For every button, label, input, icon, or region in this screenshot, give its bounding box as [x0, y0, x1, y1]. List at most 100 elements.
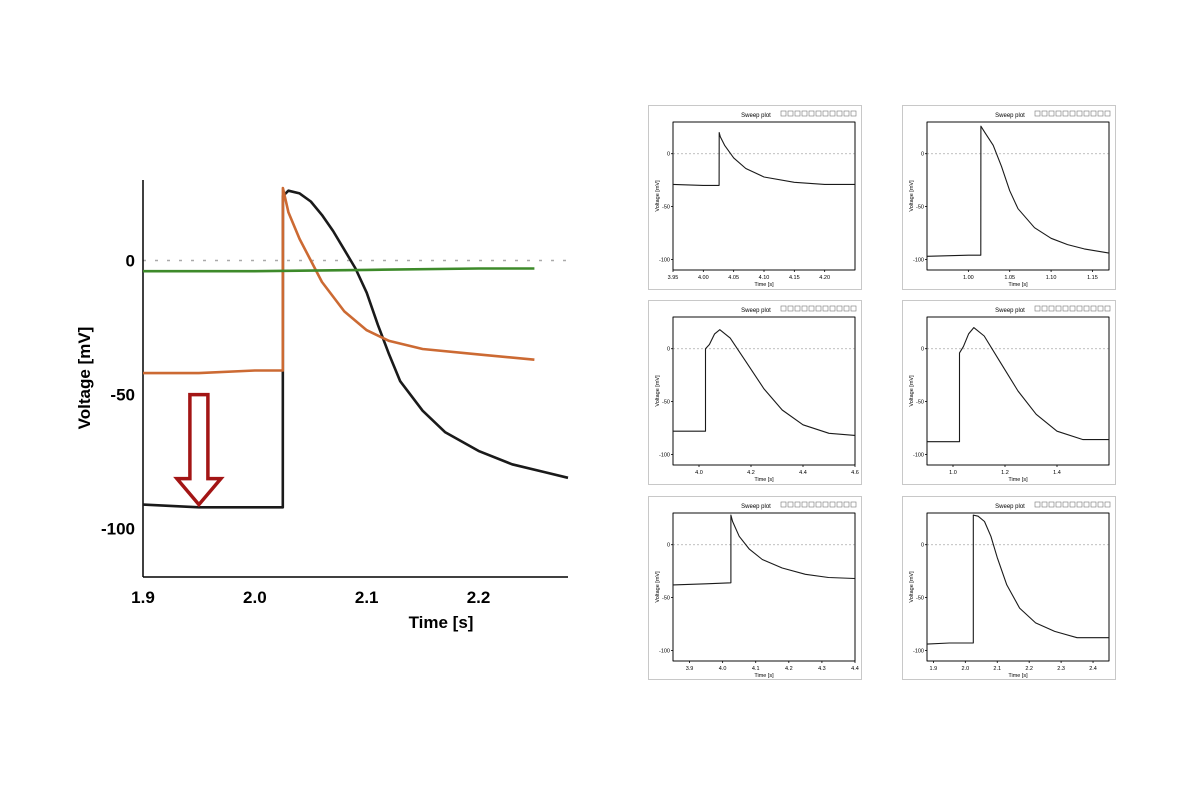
measure-icon: [1062, 501, 1069, 508]
y-tick-label: -50: [916, 204, 924, 210]
x-axis-label: Time [s]: [754, 673, 774, 679]
redo-icon: [1076, 501, 1083, 508]
sweep-plot-panel-1: Sweep plot 3.95 4.00 4.05 4.10 4.15 4.20 0 -50 -1…: [648, 105, 862, 290]
grid-icon: [1083, 501, 1090, 508]
cursor-icon: [801, 110, 808, 117]
x-tick-label: 4.15: [789, 275, 800, 281]
sweep-plot-panel-5: Sweep plot 3.9 4.0 4.1 4.2 4.3 4.4 0 -50 -100 Time…: [648, 496, 862, 680]
x-tick-label: 4.20: [819, 275, 830, 281]
grid-icon: [829, 501, 836, 508]
fit-icon: [1048, 305, 1055, 312]
zoom-icon: [780, 110, 787, 117]
sweep-plot-title: Sweep plot: [741, 308, 771, 314]
y-tick-label: -50: [110, 386, 135, 405]
sweep-plot-panel-4: Sweep plot 1.0 1.2 1.4 0 -50 -100 Time [s] Volta…: [902, 300, 1116, 485]
fit-icon: [794, 110, 801, 117]
copy-icon: [843, 501, 850, 508]
voltage-trace-1: [672, 132, 855, 186]
fit-icon: [1048, 501, 1055, 508]
y-tick-label: 0: [667, 347, 670, 353]
grid-icon: [1083, 305, 1090, 312]
redo-icon: [1076, 110, 1083, 117]
x-tick-label: 1.15: [1087, 275, 1098, 281]
x-tick-label: 4.05: [728, 275, 739, 281]
x-tick-label: 2.1: [355, 588, 379, 607]
voltage-trace-1: [673, 329, 856, 436]
main-chart: 1.9 2.0 2.1 2.2 0 -50 -100 Time [s] Voltage [mV]: [75, 180, 569, 632]
plot-area: [672, 121, 856, 271]
export-icon: [836, 305, 843, 312]
y-axis-label: Voltage [mV]: [909, 180, 915, 212]
voltage-trace-1: [672, 514, 856, 586]
x-tick-label: 4.4: [851, 666, 859, 672]
y-tick-label: -100: [913, 648, 924, 654]
x-tick-label: 2.2: [1025, 666, 1033, 672]
y-tick-label: -50: [662, 399, 670, 405]
copy-icon: [1097, 305, 1104, 312]
pan-icon: [1041, 305, 1048, 312]
fit-icon: [1048, 110, 1055, 117]
x-tick-label: 2.3: [1057, 666, 1065, 672]
y-tick-label: -100: [101, 520, 135, 539]
y-tick-label: 0: [126, 251, 135, 270]
x-tick-label: 4.3: [818, 666, 826, 672]
y-tick-label: -100: [659, 452, 670, 458]
y-axis-label: Voltage [mV]: [655, 571, 661, 603]
y-tick-label: -100: [659, 648, 670, 654]
undo-icon: [815, 305, 822, 312]
x-tick-label: 4.1: [752, 666, 760, 672]
measure-icon: [1062, 305, 1069, 312]
copy-icon: [1097, 501, 1104, 508]
cursor-icon: [1055, 110, 1062, 117]
measure-icon: [808, 501, 815, 508]
x-tick-label: 1.2: [1001, 470, 1009, 476]
zoom-icon: [780, 305, 787, 312]
pan-icon: [787, 501, 794, 508]
pan-icon: [787, 110, 794, 117]
x-tick-label: 1.05: [1004, 275, 1015, 281]
voltage-trace-3: [143, 267, 535, 273]
plot-area: [672, 512, 856, 662]
x-tick-label: 1.9: [930, 666, 938, 672]
x-tick-label: 1.00: [963, 275, 974, 281]
settings-icon: [850, 305, 857, 312]
zoom-icon: [780, 501, 787, 508]
export-icon: [1090, 305, 1097, 312]
x-axis-label: Time [s]: [409, 613, 474, 632]
x-tick-label: 2.0: [961, 666, 969, 672]
copy-icon: [843, 110, 850, 117]
sweep-plot-title: Sweep plot: [741, 113, 771, 119]
x-axis-label: Time [s]: [754, 477, 774, 483]
plot-area: [672, 316, 856, 466]
x-axis-label: Time [s]: [1008, 282, 1028, 288]
x-tick-label: 4.2: [747, 470, 755, 476]
sweep-plot-panel-3: Sweep plot 4.0 4.2 4.4 4.6 0 -50 -100 Time [s] Vo…: [648, 300, 862, 485]
cursor-icon: [1055, 305, 1062, 312]
sweep-plot-svg: Sweep plot 1.00 1.05 1.10 1.15 0 -50 -100 Time […: [909, 110, 1111, 288]
y-axis-label: Voltage [mV]: [655, 180, 661, 212]
measure-icon: [1062, 110, 1069, 117]
redo-icon: [822, 305, 829, 312]
x-tick-label: 4.10: [759, 275, 770, 281]
plot-area: [926, 512, 1110, 662]
x-tick-label: 4.2: [785, 666, 793, 672]
x-tick-label: 1.9: [131, 588, 155, 607]
y-tick-label: 0: [921, 347, 924, 353]
x-tick-label: 4.00: [698, 275, 709, 281]
voltage-trace-1: [926, 514, 1109, 645]
x-tick-label: 4.0: [695, 470, 703, 476]
sweep-plot-svg: Sweep plot 1.0 1.2 1.4 0 -50 -100 Time [s] Volta…: [909, 305, 1111, 483]
grid-icon: [829, 110, 836, 117]
y-axis-label: Voltage [mV]: [655, 375, 661, 407]
sweep-plot-svg: Sweep plot 3.9 4.0 4.1 4.2 4.3 4.4 0 -50 -100 Time…: [655, 501, 859, 679]
sweep-plot-svg: Sweep plot 1.9 2.0 2.1 2.2 2.3 2.4 0 -50 -100 Time…: [909, 501, 1111, 679]
cursor-icon: [801, 501, 808, 508]
x-tick-label: 2.0: [243, 588, 267, 607]
y-tick-label: -100: [913, 452, 924, 458]
export-icon: [836, 110, 843, 117]
x-tick-label: 2.1: [993, 666, 1001, 672]
zoom-icon: [1034, 110, 1041, 117]
down-arrow-annotation: [173, 392, 225, 508]
y-tick-label: -50: [662, 595, 670, 601]
x-tick-label: 3.95: [668, 275, 679, 281]
